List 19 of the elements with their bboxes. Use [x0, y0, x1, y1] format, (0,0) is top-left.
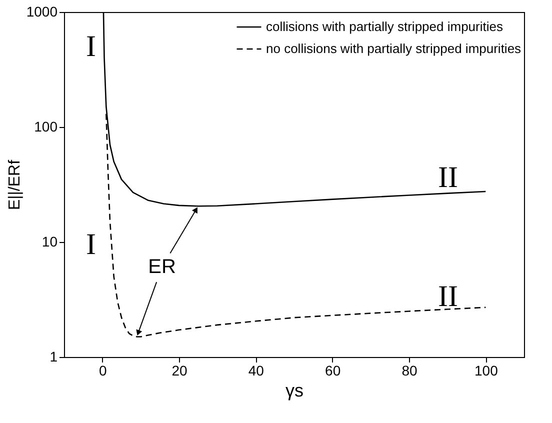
legend-label: no collisions with partially stripped impurities [266, 41, 522, 56]
x-tick-label: 40 [248, 362, 264, 378]
x-tick-label: 0 [98, 362, 107, 378]
annotation: II [438, 161, 458, 194]
x-axis-title: γs [286, 380, 304, 400]
x-tick-label: 100 [474, 362, 498, 378]
y-tick-label: 100 [34, 118, 58, 134]
annotation: II [438, 280, 458, 313]
legend-label: collisions with partially stripped impurities [266, 19, 504, 34]
annotation: I [86, 228, 96, 261]
annotation: ER [148, 256, 176, 278]
x-tick-label: 60 [325, 362, 341, 378]
annotation: I [86, 30, 96, 63]
y-tick-label: 10 [42, 234, 58, 250]
x-tick-label: 80 [402, 362, 418, 378]
y-tick-label: 1000 [26, 4, 58, 20]
y-tick-label: 1 [50, 348, 58, 364]
y-axis-title: E||/ERf [6, 159, 24, 210]
x-tick-label: 20 [172, 362, 188, 378]
